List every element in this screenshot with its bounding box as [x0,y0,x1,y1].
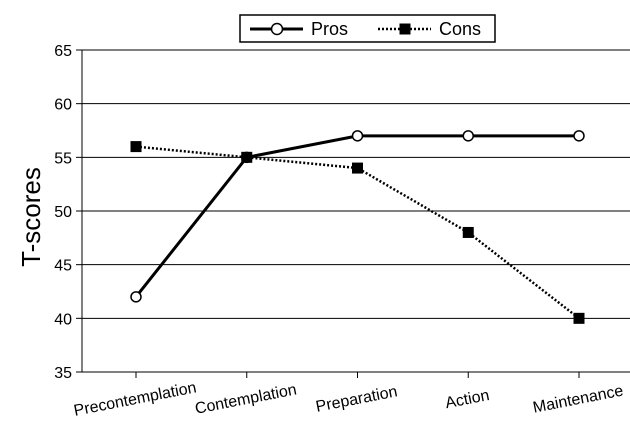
marker-cons-1 [241,151,253,163]
marker-cons-0 [130,141,142,153]
y-tick-label-40: 40 [54,311,72,328]
x-tick-label-1: Contemplation [194,381,299,417]
y-tick-label-45: 45 [54,258,72,275]
legend-marker-cons [399,23,411,35]
legend-label-cons: Cons [439,19,481,39]
legend-label-pros: Pros [311,19,348,39]
tick-labels: 35 40 45 50 55 60 65 PrecontemplationContemplat… [54,43,625,420]
x-tick-label-2: Preparation [314,383,398,415]
x-tick-label-4: Maintenance [532,382,625,416]
legend: Pros Cons [239,14,496,43]
y-tick-label-60: 60 [54,97,72,114]
x-tick-label-3: Action [444,387,491,412]
marker-pros-4 [573,130,585,142]
marker-pros-0 [130,291,142,303]
series-line-cons [135,145,580,320]
y-axis-title: T-scores [16,167,46,267]
marker-pros-2 [351,130,364,142]
marker-pros-3 [462,130,474,142]
series-line-pros [134,134,579,298]
legend-marker-pros [270,22,284,36]
y-tick-label-50: 50 [54,204,72,221]
y-tick-label-55: 55 [54,150,72,167]
marker-cons-4 [573,312,585,324]
x-tick-label-0: Precontemplation [72,379,197,419]
axes [76,49,580,378]
y-tick-label-65: 65 [54,43,72,60]
y-tick-label-35: 35 [54,365,72,382]
marker-cons-3 [462,226,474,238]
grid-lines [82,49,630,373]
series-lines [130,130,585,324]
marker-cons-2 [352,162,363,174]
